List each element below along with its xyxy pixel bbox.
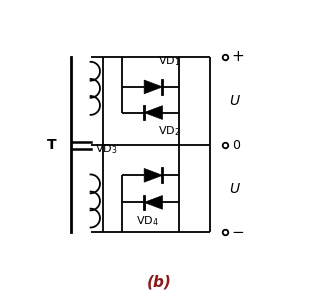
Text: VD$_3$: VD$_3$	[95, 142, 118, 156]
Polygon shape	[144, 80, 162, 94]
Text: +: +	[232, 49, 245, 64]
Text: (b): (b)	[147, 275, 171, 290]
Text: $U$: $U$	[229, 94, 241, 108]
Text: −: −	[232, 225, 245, 240]
Text: VD$_4$: VD$_4$	[136, 214, 159, 228]
Text: VD$_1$: VD$_1$	[158, 54, 180, 68]
Text: 0: 0	[232, 139, 240, 152]
Polygon shape	[144, 196, 162, 209]
Text: VD$_2$: VD$_2$	[158, 124, 180, 138]
Polygon shape	[144, 168, 162, 182]
Polygon shape	[144, 106, 162, 120]
Text: T: T	[47, 138, 57, 152]
Text: $U$: $U$	[229, 182, 241, 196]
